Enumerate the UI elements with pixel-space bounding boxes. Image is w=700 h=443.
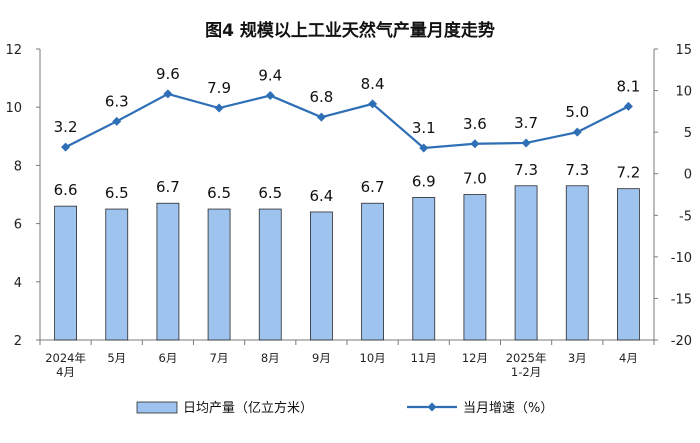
x-tick-label: 2025年	[506, 351, 547, 365]
bar-data-label: 7.2	[616, 164, 640, 182]
x-tick-label: 12月	[462, 351, 488, 365]
bar-series	[54, 185, 640, 341]
bar	[258, 208, 282, 341]
right-tick-label: -5	[679, 209, 692, 224]
bar-data-label: 6.4	[309, 187, 333, 205]
left-tick-label: 10	[5, 101, 22, 116]
bar	[156, 202, 180, 341]
bar	[361, 202, 384, 341]
line-point-marker	[61, 142, 71, 152]
line-point-marker	[214, 103, 224, 113]
line-data-label: 3.2	[54, 118, 78, 136]
line-data-label: 3.6	[463, 115, 487, 133]
line-point-marker	[572, 127, 582, 137]
bar	[514, 185, 538, 341]
bar-data-label: 6.5	[258, 184, 282, 202]
right-tick-label: -15	[671, 292, 692, 307]
x-tick-label: 3月	[568, 351, 587, 365]
bar	[207, 208, 231, 341]
left-tick-label: 2	[14, 334, 22, 349]
x-tick-label: 5月	[107, 351, 126, 365]
x-tick-label: 8月	[261, 351, 280, 365]
line-data-label: 3.1	[412, 119, 436, 137]
bar	[54, 205, 77, 341]
x-tick-label: 4月	[56, 365, 75, 379]
bar	[565, 185, 589, 341]
bar-data-label: 7.3	[514, 161, 538, 179]
x-tick-label: 6月	[159, 351, 178, 365]
bar-data-label: 7.3	[565, 161, 589, 179]
right-tick-label: 15	[675, 43, 692, 58]
line-point-marker	[623, 101, 633, 111]
left-tick-label: 12	[5, 43, 22, 58]
line-data-label: 6.8	[309, 88, 333, 106]
line-point-marker	[163, 89, 173, 99]
right-tick-label: 0	[684, 168, 692, 183]
x-tick-label: 1-2月	[511, 365, 541, 379]
bar	[617, 188, 640, 341]
line-series	[61, 89, 633, 153]
bar	[463, 194, 487, 341]
line-data-label: 7.9	[207, 79, 231, 97]
line-point-marker	[316, 112, 326, 122]
data-labels: 6.6 6.5 6.7 6.5 6.5 6.4 6.7 6.9 7.0 7.3 7.3 7.2 3.2 6…	[54, 65, 641, 205]
right-tick-label: -10	[671, 251, 692, 266]
bar-data-label: 6.6	[54, 181, 78, 199]
bar	[310, 211, 333, 341]
right-tick-label: -20	[671, 334, 692, 349]
chart-title: 图4 规模以上工业天然气产量月度走势	[205, 20, 495, 41]
right-tick-label: 5	[684, 126, 692, 141]
bar-data-label: 6.5	[105, 184, 129, 202]
line-data-label: 8.1	[616, 77, 640, 95]
x-tick-label: 2024年	[45, 351, 86, 365]
bar	[105, 208, 129, 341]
right-tick-label: 10	[675, 85, 692, 100]
legend: 日均产量（亿立方米） 当月增速（%）	[136, 400, 553, 416]
legend-line-label: 当月增速（%）	[463, 401, 553, 416]
line-data-label: 5.0	[565, 103, 589, 121]
bar-data-label: 6.7	[156, 178, 180, 196]
line-point-marker	[419, 143, 429, 153]
bar	[412, 197, 436, 341]
line-point-marker	[112, 116, 122, 126]
line-data-label: 9.4	[258, 67, 282, 85]
bar-data-label: 7.0	[463, 170, 487, 188]
growth-line	[65, 92, 629, 150]
line-data-label: 9.6	[156, 65, 180, 83]
left-tick-label: 6	[14, 218, 22, 233]
line-point-marker	[368, 99, 378, 109]
x-tick-label: 11月	[411, 351, 437, 365]
line-point-marker	[470, 139, 480, 149]
legend-bar-swatch	[136, 401, 178, 414]
line-data-label: 3.7	[514, 114, 538, 132]
x-tick-label: 10月	[360, 351, 386, 365]
x-tick-label: 4月	[619, 351, 638, 365]
x-tick-label: 7月	[210, 351, 229, 365]
line-point-marker	[521, 138, 531, 148]
line-point-marker	[265, 91, 275, 101]
bar-data-label: 6.5	[207, 184, 231, 202]
bar-data-label: 6.7	[361, 178, 385, 196]
legend-line-marker	[427, 402, 437, 412]
bar-data-label: 6.9	[412, 172, 436, 190]
line-data-label: 8.4	[361, 75, 385, 93]
line-data-label: 6.3	[105, 92, 129, 110]
left-tick-label: 8	[14, 159, 22, 174]
x-tick-label: 9月	[312, 351, 331, 365]
left-tick-label: 4	[14, 276, 22, 291]
legend-bar-label: 日均产量（亿立方米）	[183, 400, 313, 416]
